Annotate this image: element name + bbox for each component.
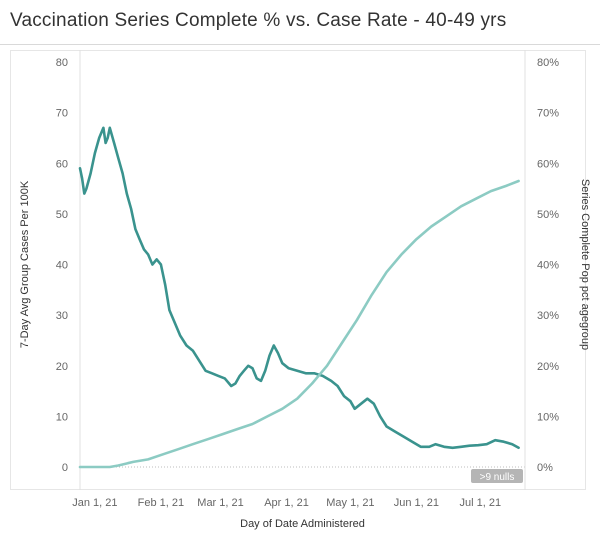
y-right-tick-label: 0% xyxy=(537,462,553,474)
y-right-axis-title: Series Complete Pop pct agegroup xyxy=(579,179,591,350)
null-badge[interactable]: >9 nulls xyxy=(480,472,515,483)
y-left-tick-label: 50 xyxy=(56,209,68,221)
y-left-tick-label: 20 xyxy=(56,361,68,373)
cases-series-line[interactable] xyxy=(78,126,520,450)
title-divider xyxy=(0,44,600,45)
x-tick-label: Jul 1, 21 xyxy=(459,497,501,509)
x-tick-label: Jun 1, 21 xyxy=(394,497,439,509)
y-left-tick-label: 60 xyxy=(56,158,68,170)
chart-title: Vaccination Series Complete % vs. Case R… xyxy=(10,10,507,31)
x-tick-label: Feb 1, 21 xyxy=(138,497,184,509)
y-right-tick-label: 40% xyxy=(537,260,559,272)
x-axis: Jan 1, 21 Feb 1, 21 Mar 1, 21 Apr 1, 21 May … xyxy=(72,497,501,509)
null-indicator[interactable]: >9 nulls xyxy=(471,469,523,483)
x-tick-label: Jan 1, 21 xyxy=(72,497,117,509)
y-right-tick-label: 10% xyxy=(537,411,559,423)
chart-border xyxy=(10,50,586,490)
x-axis-title: Day of Date Administered xyxy=(240,518,365,530)
y-right-tick-label: 30% xyxy=(537,310,559,322)
x-tick-label: Apr 1, 21 xyxy=(264,497,309,509)
series-group xyxy=(78,126,520,469)
y-right-tick-label: 80% xyxy=(537,57,559,69)
vaccination-series-line[interactable] xyxy=(78,179,520,469)
y-left-tick-label: 0 xyxy=(62,462,68,474)
x-tick-label: Mar 1, 21 xyxy=(197,497,243,509)
y-left-axis-title: 7-Day Avg Group Cases Per 100K xyxy=(19,180,31,348)
null-badge-bg[interactable] xyxy=(471,469,523,483)
y-left-tick-label: 10 xyxy=(56,411,68,423)
y-right-tick-label: 60% xyxy=(537,158,559,170)
y-right-tick-label: 20% xyxy=(537,361,559,373)
x-tick-label: May 1, 21 xyxy=(326,497,374,509)
y-left-tick-label: 40 xyxy=(56,260,68,272)
y-right-axis: 0% 10% 20% 30% 40% 50% 60% 70% 80% xyxy=(537,57,559,474)
y-left-tick-label: 70 xyxy=(56,108,68,120)
y-left-tick-label: 80 xyxy=(56,57,68,69)
y-left-tick-label: 30 xyxy=(56,310,68,322)
y-right-tick-label: 70% xyxy=(537,108,559,120)
y-left-axis: 0 10 20 30 40 50 60 70 80 xyxy=(56,57,68,474)
y-right-tick-label: 50% xyxy=(537,209,559,221)
